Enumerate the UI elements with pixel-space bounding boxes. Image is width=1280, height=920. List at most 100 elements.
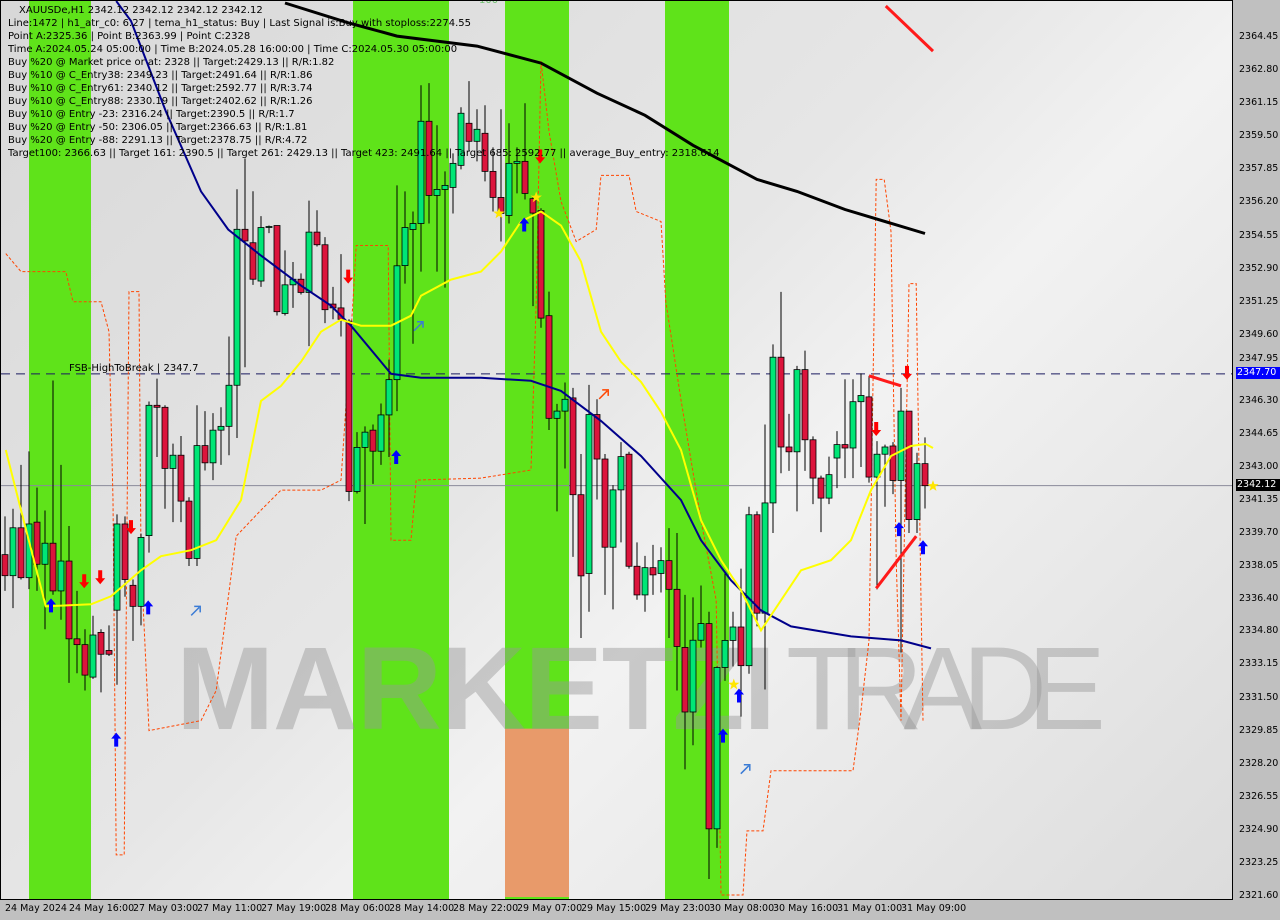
candle (241, 158, 249, 368)
symbol-ohlc-line: XAUUSDe,H1 2342.12 2342.12 2342.12 2342.… (19, 5, 263, 16)
buy-arrow-icon (391, 450, 402, 465)
candle (585, 384, 593, 612)
time-tick-label: 24 May 2024 (5, 903, 67, 914)
candle-body (313, 231, 321, 246)
candle-body (857, 395, 865, 403)
candle-body (585, 414, 593, 574)
candle (457, 107, 465, 170)
candle-body (505, 162, 513, 216)
candle-body (537, 210, 545, 319)
price-tick-label: 2321.60 (1239, 890, 1279, 901)
candle-body (473, 128, 481, 142)
mid-moving-average (115, 1, 932, 650)
star-marker-icon (493, 207, 505, 219)
candle-body (601, 458, 609, 548)
candle-body (1, 554, 9, 577)
candle (361, 426, 369, 524)
candle (353, 432, 361, 494)
candle-body (241, 228, 249, 242)
stop-line (5, 61, 924, 896)
candle-body (49, 542, 57, 592)
candle-body (673, 588, 681, 647)
candle (313, 210, 321, 247)
candle-body (121, 523, 129, 580)
signal-band (29, 1, 91, 899)
candle (849, 379, 857, 479)
candle-body (425, 120, 433, 196)
price-tick-label: 2329.85 (1239, 724, 1279, 736)
candle-body (529, 198, 537, 214)
price-tick-label: 2336.40 (1239, 593, 1279, 605)
candle-body (625, 453, 633, 567)
candle-body (433, 189, 441, 196)
level-label: FSB-HighToBreak | 2347.7 (69, 363, 199, 374)
candle (273, 225, 281, 316)
info-line: Buy %10 @ C_Entry38: 2349.23 || Target:2… (8, 70, 313, 81)
candle (145, 401, 153, 553)
star-marker-icon (530, 191, 542, 203)
candle (673, 532, 681, 691)
price-tick-label: 2352.90 (1239, 262, 1279, 274)
star-marker-icon (927, 480, 939, 491)
candle (161, 405, 169, 509)
candle (113, 514, 121, 685)
chart-area[interactable]: MARKETZI TRADE XAUUSDe,H1 2342.12 2342.12… (0, 0, 1233, 900)
candle (1, 516, 9, 591)
candle (521, 103, 529, 200)
candle-body (617, 456, 625, 491)
candle-body (761, 502, 769, 614)
buy-arrow-icon (143, 600, 154, 615)
candle-body (793, 369, 801, 453)
candle (473, 109, 481, 162)
candle (305, 200, 313, 347)
candle-body (417, 120, 425, 224)
candle-body (553, 410, 561, 419)
candle-body (281, 284, 289, 314)
candle-body (921, 463, 929, 487)
candle (873, 441, 881, 590)
candle-body (681, 647, 689, 713)
candle (785, 413, 793, 471)
candle (57, 464, 65, 620)
candle (825, 456, 833, 505)
candle-body (209, 429, 217, 464)
candle-body (305, 231, 313, 293)
candle-body (729, 626, 737, 641)
candle (185, 497, 193, 567)
candle (17, 464, 25, 580)
candle (217, 407, 225, 465)
candle (569, 387, 577, 557)
price-tick-label: 2328.20 (1239, 757, 1279, 769)
candle-body (385, 379, 393, 416)
info-line: Buy %10 @ Entry -23: 2316.24 || Target:2… (8, 109, 295, 120)
time-tick-label: 31 May 01:00 (837, 903, 903, 914)
time-tick-label: 24 May 16:00 (69, 903, 135, 914)
slow-moving-average (284, 1, 926, 235)
candle (593, 399, 601, 500)
candle-body (609, 489, 617, 548)
candle (633, 542, 641, 600)
candle-body (65, 560, 73, 640)
info-line: Line:1472 | h1_atr_c0: 6.27 | tema_h1_st… (8, 18, 471, 29)
candle (729, 611, 737, 667)
time-tick-label: 28 May 06:00 (325, 903, 391, 914)
candle (721, 573, 729, 681)
candle (337, 254, 345, 337)
time-tick-label: 31 May 09:00 (901, 903, 967, 914)
candle (369, 424, 377, 484)
candle-body (153, 404, 161, 408)
candle-body (913, 463, 921, 520)
candle (377, 403, 385, 465)
candle (425, 83, 433, 224)
candle (465, 81, 473, 152)
candle (681, 594, 689, 770)
buy-arrow-icon (519, 217, 530, 232)
candle (233, 189, 241, 438)
candle-body (593, 414, 601, 460)
candle (225, 336, 233, 456)
candle-body (161, 406, 169, 469)
candle-body (817, 477, 825, 499)
candle (697, 585, 705, 648)
candle (89, 615, 97, 679)
signal-band (353, 1, 449, 899)
